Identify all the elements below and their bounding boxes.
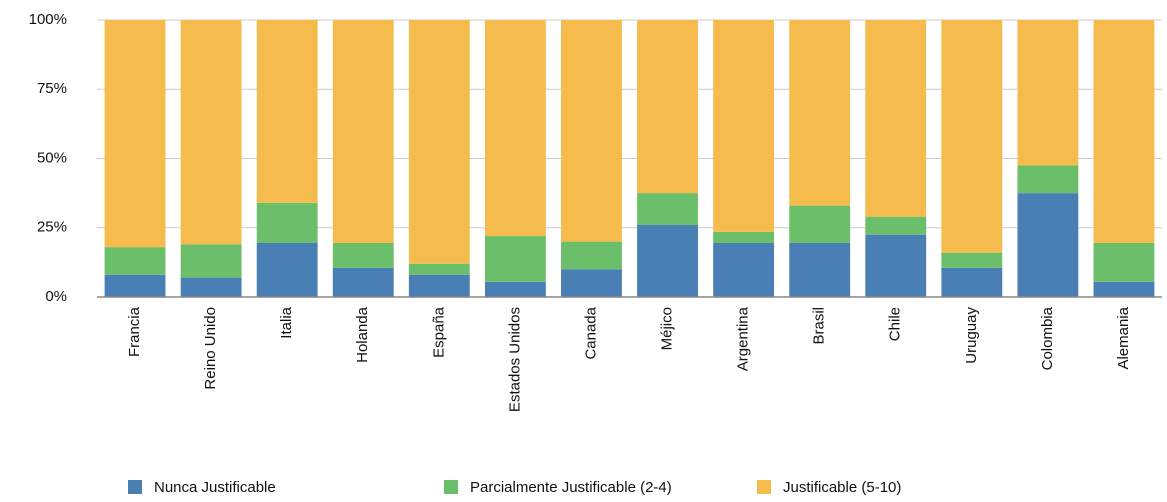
y-tick-label: 100% (29, 11, 67, 28)
legend-label: Nunca Justificable (154, 479, 276, 496)
bar-segment (332, 267, 394, 297)
y-tick-label: 0% (45, 288, 67, 305)
bar-segment (104, 247, 166, 275)
bar-segment (1017, 193, 1079, 297)
legend-swatch (128, 480, 142, 494)
legend-swatch (444, 480, 458, 494)
x-tick-label: Chile (887, 307, 904, 341)
bar-segment (789, 205, 851, 243)
bar-segment (637, 20, 698, 194)
bar-segment (789, 242, 851, 297)
x-tick-label: Brasil (811, 307, 828, 345)
bar-segment (865, 20, 927, 217)
x-tick-label: Estados Unidos (506, 307, 523, 412)
bar-segment (484, 236, 546, 282)
legend-swatch (757, 480, 771, 494)
bar-segment (180, 20, 242, 245)
x-tick-label: Argentina (735, 306, 752, 371)
y-tick-label: 25% (37, 219, 67, 236)
bar-segment (332, 242, 394, 268)
bar-segment (180, 244, 242, 278)
bar-segment (637, 224, 698, 297)
bar-segment (561, 241, 622, 270)
bar-segment (941, 20, 1003, 253)
bar-segment (408, 20, 470, 264)
bar-segment (1017, 165, 1079, 194)
bar-segment (1093, 242, 1155, 282)
bar-segment (256, 202, 318, 243)
bar-segment (713, 20, 775, 232)
bar-segment (408, 274, 470, 297)
bar-segment (1093, 20, 1155, 243)
x-tick-label: Uruguay (963, 307, 980, 364)
bar-segment (1017, 20, 1079, 166)
legend-label: Justificable (5-10) (783, 479, 901, 496)
bar-segment (104, 274, 166, 297)
bar-segment (637, 193, 698, 225)
bar-segment (561, 269, 622, 297)
bar-segment (484, 281, 546, 297)
bar-segment (1093, 281, 1155, 297)
bar-segment (256, 20, 318, 203)
bar-segment (484, 20, 546, 237)
x-tick-label: Colombia (1039, 306, 1056, 370)
bar-segment (180, 277, 242, 297)
bar-segment (865, 234, 927, 297)
y-tick-label: 50% (37, 149, 67, 166)
x-tick-label: Alemania (1115, 306, 1132, 369)
x-tick-label: Italia (278, 306, 295, 338)
x-tick-label: Canada (582, 306, 599, 359)
bar-segment (713, 231, 775, 243)
x-tick-label: España (430, 306, 447, 358)
bar-segment (561, 20, 622, 242)
bar-segment (408, 263, 470, 275)
bar-segment (104, 20, 166, 248)
bar-segment (332, 20, 394, 243)
x-tick-label: Méjico (659, 307, 676, 350)
bar-segment (941, 252, 1003, 268)
bar-segment (256, 242, 318, 297)
legend-label: Parcialmente Justificable (2-4) (470, 479, 672, 496)
bar-segment (789, 20, 851, 206)
bar-segment (941, 267, 1003, 297)
y-tick-label: 75% (37, 80, 67, 97)
bar-segment (865, 216, 927, 235)
x-tick-label: Holanda (354, 306, 371, 363)
x-tick-label: Francia (126, 306, 143, 357)
bar-segment (713, 242, 775, 297)
x-tick-label: Reino Unido (202, 307, 219, 390)
